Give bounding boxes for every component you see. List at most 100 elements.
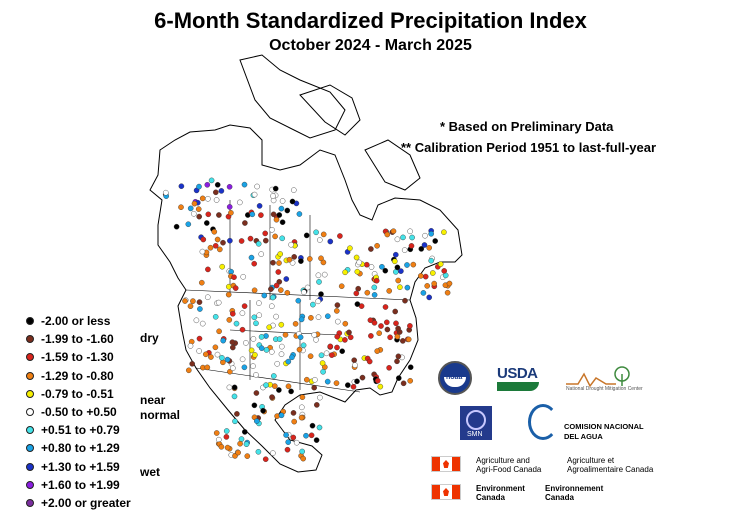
station-dot: [278, 343, 285, 350]
station-dot: [219, 263, 225, 270]
station-dot: [410, 261, 417, 268]
station-dot: [315, 298, 321, 305]
station-dot: [263, 347, 270, 353]
station-dot: [272, 185, 279, 192]
station-dot: [363, 261, 370, 268]
legend-label: +1.60 to +1.99: [41, 477, 120, 492]
station-dot: [289, 198, 296, 205]
station-dot: [303, 432, 309, 439]
station-dot: [232, 285, 239, 291]
station-dot: [269, 394, 275, 400]
station-dot: [386, 364, 392, 371]
station-dot: [441, 229, 447, 235]
station-dot: [350, 383, 357, 390]
station-dot: [319, 360, 326, 366]
station-dot: [293, 439, 300, 446]
smn-logo-text: SMN: [467, 431, 483, 438]
station-dot: [313, 402, 320, 408]
station-dot: [399, 338, 406, 344]
station-dot: [211, 228, 218, 235]
station-dot: [248, 347, 255, 354]
legend-swatch: [26, 480, 34, 489]
station-dot: [279, 235, 286, 242]
station-dot: [270, 193, 276, 199]
station-dot: [238, 436, 245, 442]
station-dot: [199, 320, 206, 327]
station-dot: [318, 352, 325, 359]
station-dot: [212, 313, 219, 320]
station-dot: [187, 343, 194, 349]
legend-swatch: [26, 317, 34, 326]
station-dot: [213, 430, 220, 436]
station-dot: [409, 234, 415, 241]
station-dot: [432, 238, 439, 244]
station-dot: [354, 301, 361, 307]
legend-swatch: [26, 408, 34, 417]
station-dot: [374, 242, 380, 249]
station-dot: [256, 312, 263, 319]
station-dot: [251, 314, 258, 321]
agri-text-en: Agriculture and Agri-Food Canada: [476, 456, 542, 474]
station-dot: [395, 353, 402, 360]
conagua-logo: COMISION NACIONAL DEL AGUA: [528, 404, 668, 444]
station-dot: [284, 207, 291, 214]
station-dot: [291, 254, 298, 260]
station-dot: [253, 390, 260, 396]
station-dot: [292, 320, 299, 327]
station-dot: [428, 257, 435, 264]
station-dot: [390, 228, 397, 234]
station-dot: [386, 288, 393, 294]
station-dot: [376, 330, 383, 337]
station-dot: [214, 351, 221, 358]
station-dot: [262, 237, 269, 244]
station-dot: [276, 212, 283, 218]
station-dot: [374, 348, 381, 354]
station-dot: [316, 279, 322, 285]
station-dot: [204, 364, 211, 371]
station-dot: [240, 273, 246, 280]
station-dot: [233, 320, 240, 327]
station-dot: [404, 262, 410, 268]
station-dot: [299, 394, 306, 401]
station-dot: [307, 353, 314, 360]
station-dot: [285, 383, 292, 390]
station-dot: [284, 446, 291, 453]
station-dot: [418, 246, 425, 252]
station-dot: [400, 234, 406, 241]
station-dot: [219, 354, 225, 361]
station-dot: [270, 259, 276, 266]
station-dot: [327, 238, 334, 245]
station-dot: [251, 260, 257, 267]
station-dot: [178, 204, 184, 210]
station-dot: [297, 334, 304, 341]
station-dot: [313, 336, 319, 343]
station-dot: [189, 360, 195, 367]
station-dot: [371, 319, 378, 326]
station-dot: [395, 375, 402, 381]
station-dot: [284, 289, 291, 296]
station-dot: [303, 376, 310, 383]
station-dot: [249, 211, 256, 218]
station-dot: [290, 410, 297, 416]
station-dot: [253, 320, 259, 327]
station-dot: [255, 240, 262, 247]
station-dot: [290, 434, 297, 441]
station-dot: [253, 372, 259, 378]
station-dot: [394, 264, 401, 271]
legend-group-wet: wet: [140, 465, 161, 479]
station-dot: [223, 428, 230, 434]
station-dot: [226, 204, 233, 210]
station-dot: [382, 304, 389, 310]
station-dot: [379, 263, 385, 270]
station-dot: [282, 331, 289, 338]
station-dot: [366, 358, 373, 365]
station-dot: [426, 294, 433, 301]
station-dot: [237, 440, 243, 447]
station-dot: [197, 306, 203, 312]
station-dot: [185, 367, 192, 374]
station-dot: [291, 418, 298, 425]
station-dot: [342, 337, 348, 343]
station-dot: [196, 335, 203, 342]
station-dot: [342, 320, 349, 327]
station-dot: [317, 394, 323, 401]
